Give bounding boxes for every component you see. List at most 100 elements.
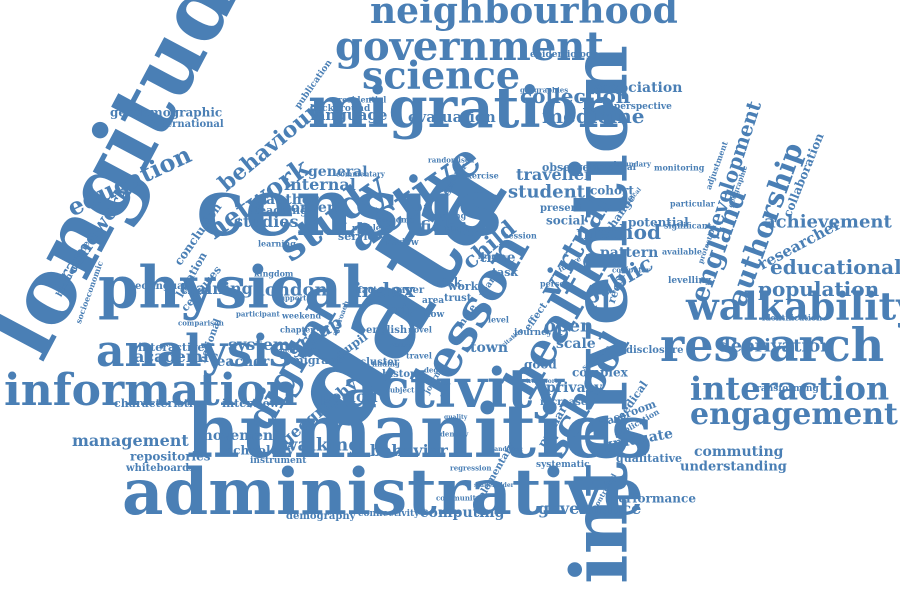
word-collection: collection xyxy=(520,84,631,108)
word-finding: finding xyxy=(372,359,400,369)
word-administrative: administrative xyxy=(122,454,644,530)
word-achievement: achievement xyxy=(764,211,892,233)
word-risk: risk xyxy=(436,275,462,290)
word-migration: migration xyxy=(308,75,619,142)
word-activity: activity xyxy=(342,355,564,420)
word-analysis: analysis xyxy=(96,325,294,377)
word-epidemiology: epidemiology xyxy=(530,49,598,60)
word-period: period xyxy=(320,387,378,407)
word-management: management xyxy=(72,431,189,451)
word-deprivation: deprivation xyxy=(718,335,834,357)
word-exercise: exercise xyxy=(462,170,499,181)
word-sharing: sharing xyxy=(432,210,467,221)
word-governance: governance xyxy=(538,499,642,519)
word-interactive: interactive xyxy=(138,341,205,355)
word-service: service xyxy=(338,230,382,244)
word-perspective: perspective xyxy=(614,101,672,112)
word-repositories: repositories xyxy=(130,449,211,464)
word-particular: particular xyxy=(670,198,715,209)
word-community: community xyxy=(436,493,480,503)
word-walking: walking xyxy=(282,434,361,456)
word-intensity: intensity xyxy=(478,254,508,262)
word-commuting: commuting xyxy=(694,443,784,460)
word-consent: consent xyxy=(282,199,344,216)
word-scale: scale xyxy=(556,335,596,352)
word-disclosure: disclosure xyxy=(626,345,684,356)
word-density: density xyxy=(440,429,469,439)
word-studies: studies xyxy=(234,212,299,232)
word-perception: perception xyxy=(280,345,323,355)
word-degree: degree xyxy=(424,365,451,375)
word-historical: historical xyxy=(588,162,637,173)
word-interaction: interaction xyxy=(690,369,890,408)
word-background: background xyxy=(310,103,371,114)
word-connectivity: connectivity xyxy=(358,508,420,519)
word-review: review xyxy=(386,237,419,248)
word-demography: demography xyxy=(286,511,356,522)
word-behavior: behavior xyxy=(370,441,448,461)
word-good: good xyxy=(524,357,557,372)
word-time: time xyxy=(480,249,516,266)
word-participant: participant xyxy=(236,309,280,319)
word-computing: computing xyxy=(420,504,505,521)
word-general: general xyxy=(308,163,368,180)
word-open: open xyxy=(544,315,594,337)
word-support: support xyxy=(276,293,307,303)
word-migrant: migrant xyxy=(292,354,342,368)
word-whiteboards: whiteboards xyxy=(126,463,195,474)
word-randomised: randomised xyxy=(428,155,475,165)
word-system: system xyxy=(228,335,290,355)
word-movement: movement xyxy=(198,427,280,444)
word-academic: academic xyxy=(134,347,219,367)
word-problem: problem xyxy=(352,222,390,233)
word-census: census xyxy=(196,160,503,254)
word-interview: interview xyxy=(222,397,280,411)
word-science: science xyxy=(362,52,521,98)
word-educational: educational xyxy=(770,255,900,279)
word-traveller: traveller xyxy=(516,165,593,185)
word-research: research xyxy=(660,318,885,373)
word-history: history xyxy=(382,369,422,380)
word-potential: potential xyxy=(628,215,689,230)
word-qualitative: qualitative xyxy=(616,452,683,466)
word-outcome: outcome xyxy=(376,214,415,225)
word-computer: computer xyxy=(612,265,650,275)
word-engagement: engagement xyxy=(690,397,898,432)
word-international: international xyxy=(150,119,224,130)
word-stakeholder: stakeholder xyxy=(474,482,514,490)
word-geodemographic: geodemographic xyxy=(110,105,223,120)
word-more: more xyxy=(444,221,479,236)
word-transport: transport xyxy=(526,378,558,386)
word-medicine: medicine xyxy=(542,104,645,128)
word-work: work xyxy=(448,280,479,294)
word-weekend: weekend xyxy=(282,310,322,321)
word-student: student xyxy=(508,181,585,203)
word-field: field xyxy=(420,217,460,237)
word-internal: internal xyxy=(284,175,356,195)
word-observed: observed xyxy=(542,161,598,175)
word-area: area xyxy=(422,295,445,306)
word-neighbourhood: neighbourhood xyxy=(370,0,678,33)
word-geographies: geographies xyxy=(520,85,569,95)
word-trust: trust xyxy=(444,293,472,304)
word-regression: regression xyxy=(450,463,492,473)
word-trip: trip xyxy=(388,301,417,318)
word-pattern: pattern xyxy=(600,244,659,261)
word-association: association xyxy=(594,79,683,96)
word-cohort: cohort xyxy=(590,183,634,198)
word-london: london xyxy=(258,279,328,301)
word-novel: novel xyxy=(408,324,432,335)
word-english: english xyxy=(366,325,408,336)
word-residential: residential xyxy=(338,94,387,105)
word-subject: subject xyxy=(386,385,415,395)
word-social: social xyxy=(546,213,585,228)
word-factor: factor xyxy=(358,285,389,296)
word-transforming: transforming xyxy=(752,383,819,394)
word-humanities: humanities xyxy=(186,388,653,475)
word-training: training xyxy=(180,279,253,299)
word-person: person xyxy=(540,278,571,289)
word-government: government xyxy=(335,23,604,70)
word-language: language xyxy=(310,106,388,124)
word-quality: quality xyxy=(444,414,468,422)
word-kingdom: kingdom xyxy=(254,268,294,279)
